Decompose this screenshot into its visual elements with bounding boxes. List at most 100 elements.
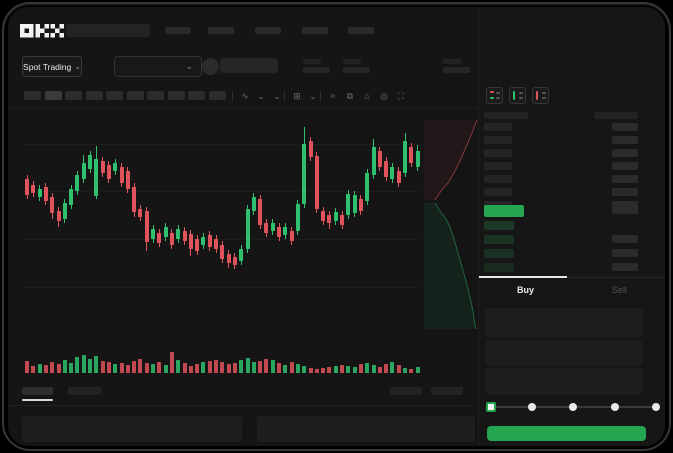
volume-bar bbox=[43, 365, 48, 373]
ask-price-bar[interactable] bbox=[484, 175, 512, 183]
volume-bar bbox=[100, 361, 105, 373]
depth-chart bbox=[424, 111, 478, 329]
slider-stop[interactable] bbox=[569, 403, 577, 411]
bottom-tab-history[interactable] bbox=[68, 387, 101, 395]
volume-bar bbox=[182, 363, 187, 373]
interval-chevron-icon[interactable]: ⌄ bbox=[273, 90, 281, 101]
volume-bar bbox=[50, 362, 55, 373]
slider-stop[interactable] bbox=[652, 403, 660, 411]
chart-type-chevron-icon[interactable]: ⌄ bbox=[257, 90, 265, 101]
total-input[interactable] bbox=[485, 368, 643, 395]
icon-mark bbox=[496, 92, 500, 94]
bottom-action-1[interactable] bbox=[390, 387, 422, 395]
book-asks-only-icon[interactable] bbox=[532, 87, 549, 104]
volume-bar bbox=[220, 362, 225, 373]
chart-gridline bbox=[24, 239, 421, 240]
amount-slider[interactable] bbox=[486, 402, 660, 412]
timeframe-button[interactable] bbox=[24, 91, 41, 100]
bid-price-bar[interactable] bbox=[484, 221, 514, 230]
compare-icon[interactable]: ⧉ bbox=[346, 90, 354, 101]
snapshot-icon[interactable]: ⌂ bbox=[364, 91, 370, 101]
bid-price-bar[interactable] bbox=[484, 235, 514, 244]
chevron-down-icon: ⌄ bbox=[74, 62, 81, 71]
volume-bar bbox=[321, 368, 326, 373]
candle bbox=[195, 239, 200, 251]
candle bbox=[264, 223, 269, 233]
nav-item-placeholder[interactable] bbox=[208, 27, 234, 34]
indicators-icon[interactable]: ⊞ bbox=[293, 90, 301, 101]
candle bbox=[358, 199, 363, 211]
candle bbox=[43, 187, 48, 201]
volume-bar bbox=[251, 362, 256, 373]
price-input[interactable] bbox=[485, 308, 643, 337]
volume-bar bbox=[214, 360, 218, 373]
book-combined-icon[interactable] bbox=[486, 87, 503, 104]
ask-price-bar[interactable] bbox=[484, 123, 512, 131]
slider-stop[interactable] bbox=[610, 403, 619, 411]
slider-stop[interactable] bbox=[527, 403, 536, 411]
line-style-icon[interactable]: ≈ bbox=[330, 91, 336, 101]
volume-bar bbox=[340, 365, 344, 373]
market-type-selector[interactable]: Spot Trading ⌄ bbox=[22, 56, 82, 77]
indicators-chevron-icon[interactable]: ⌄ bbox=[309, 90, 317, 101]
last-price-badge[interactable] bbox=[484, 205, 524, 217]
volume-bar bbox=[31, 366, 36, 373]
ask-price-bar[interactable] bbox=[484, 136, 512, 144]
tab-sell[interactable]: Sell bbox=[611, 285, 627, 295]
candle bbox=[365, 173, 370, 201]
nav-item-placeholder[interactable] bbox=[165, 27, 191, 34]
timeframe-button[interactable] bbox=[65, 91, 82, 100]
nav-item-placeholder[interactable] bbox=[348, 27, 374, 34]
chart-type-icon[interactable]: ∿ bbox=[241, 90, 249, 101]
volume-bar bbox=[384, 364, 389, 373]
amount-input[interactable] bbox=[485, 340, 643, 366]
pair-dropdown[interactable]: ⌄ bbox=[114, 56, 202, 77]
slider-handle[interactable] bbox=[486, 402, 496, 412]
bid-price-bar[interactable] bbox=[484, 263, 514, 272]
buy-button[interactable] bbox=[487, 426, 646, 441]
bid-price-bar[interactable] bbox=[484, 249, 514, 258]
timeframe-button[interactable] bbox=[167, 91, 185, 100]
okx-trading-app: Spot Trading ⌄ ⌄ ∿ ⌄ ⌄ ⊞ ⌄ ≈ ⧉ ⌂ ◎ ⛶ Buy Sell bbox=[8, 7, 665, 446]
volume-bar bbox=[327, 367, 332, 373]
volume-bar bbox=[207, 361, 212, 373]
timeframe-button[interactable] bbox=[126, 91, 144, 100]
volume-bar bbox=[258, 361, 263, 373]
depth-line bbox=[434, 119, 478, 201]
bottom-action-2[interactable] bbox=[431, 387, 463, 395]
volume-bar bbox=[94, 356, 99, 373]
toolbar-divider bbox=[8, 107, 478, 108]
fullscreen-icon[interactable]: ⛶ bbox=[397, 90, 405, 101]
tab-buy[interactable]: Buy bbox=[516, 285, 534, 295]
timeframe-button[interactable] bbox=[106, 91, 123, 100]
nav-item-placeholder[interactable] bbox=[302, 27, 328, 34]
timeframe-button[interactable] bbox=[44, 91, 62, 100]
timeframe-button[interactable] bbox=[188, 91, 205, 100]
toolbar-separator bbox=[284, 91, 285, 102]
pair-name-placeholder bbox=[220, 58, 278, 73]
bottom-tab-orders[interactable] bbox=[22, 387, 53, 395]
candle bbox=[106, 165, 111, 179]
chevron-down-icon: ⌄ bbox=[185, 61, 193, 71]
candle bbox=[239, 249, 244, 261]
nav-item-placeholder[interactable] bbox=[255, 27, 281, 34]
candle bbox=[157, 233, 162, 243]
ask-price-bar[interactable] bbox=[484, 162, 512, 170]
volume-bar bbox=[201, 362, 206, 373]
orders-table-placeholder bbox=[22, 416, 242, 442]
okx-logo[interactable] bbox=[20, 24, 64, 38]
icon-mark bbox=[542, 97, 546, 99]
book-bids-only-icon[interactable] bbox=[509, 87, 526, 104]
timeframe-button[interactable] bbox=[85, 91, 103, 100]
chart-settings-icon[interactable]: ◎ bbox=[380, 90, 388, 101]
ask-price-bar[interactable] bbox=[484, 188, 512, 196]
volume-bar bbox=[289, 362, 294, 373]
candle bbox=[62, 203, 67, 219]
timeframe-button[interactable] bbox=[147, 91, 164, 100]
volume-bar bbox=[245, 358, 250, 373]
ask-price-bar[interactable] bbox=[484, 149, 512, 157]
volume-bar bbox=[346, 366, 351, 373]
timeframe-button[interactable] bbox=[208, 91, 226, 100]
search-bar-placeholder[interactable] bbox=[66, 24, 150, 37]
candlestick-chart[interactable] bbox=[24, 111, 421, 333]
